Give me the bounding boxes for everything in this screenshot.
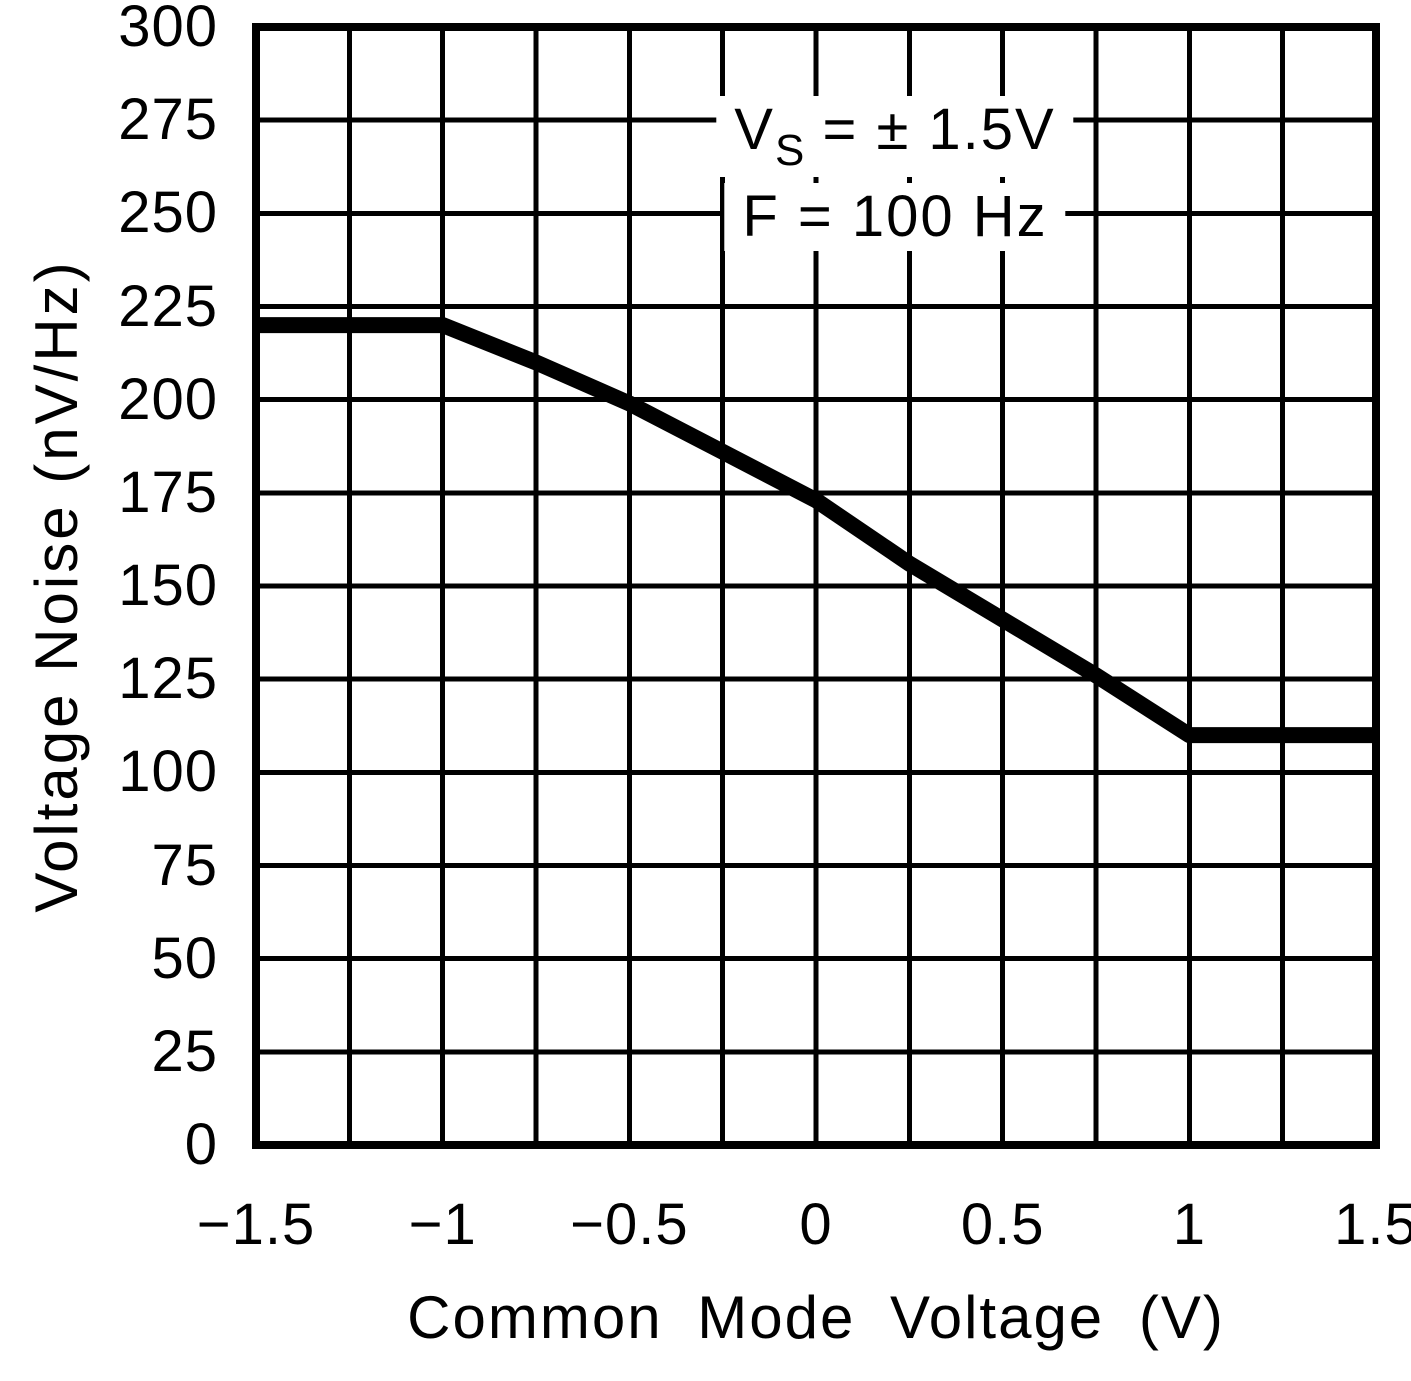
x-tick-label: 0 xyxy=(799,1192,833,1257)
x-tick-label: −1 xyxy=(408,1192,477,1257)
y-tick-label: 75 xyxy=(151,832,218,898)
y-tick-label: 125 xyxy=(118,646,218,712)
y-tick-label: 100 xyxy=(118,739,218,805)
y-tick-label: 275 xyxy=(118,87,218,153)
y-tick-label: 225 xyxy=(118,273,218,339)
y-tick-label: 175 xyxy=(118,459,218,525)
plot-border xyxy=(252,23,1380,1149)
y-tick-label: 25 xyxy=(151,1018,218,1084)
x-tick-label: 1.5 xyxy=(1334,1192,1411,1257)
y-tick-label: 200 xyxy=(118,366,218,432)
x-tick-label: −0.5 xyxy=(570,1192,689,1257)
y-tick-label: 50 xyxy=(151,925,218,991)
annotation-vs-subscript: S xyxy=(774,126,805,175)
x-tick-label: −1.5 xyxy=(196,1192,316,1257)
x-tick-label: 0.5 xyxy=(960,1192,1045,1257)
x-tick-label: 1 xyxy=(1172,1192,1206,1257)
y-tick-label: 0 xyxy=(184,1112,218,1177)
y-tick-label: 300 xyxy=(118,0,218,59)
x-axis-title: Common Mode Voltage (V) xyxy=(407,1284,1225,1351)
annotation-frequency: F = 100 Hz xyxy=(724,183,1066,252)
y-axis-title: Voltage Noise (nV/Hz) xyxy=(23,259,90,913)
annotation-vs-value: = ± 1.5V xyxy=(804,97,1056,162)
data-line xyxy=(256,317,1376,744)
y-tick-label: 150 xyxy=(118,553,218,618)
conditions-annotation: VS = ± 1.5V F = 100 Hz xyxy=(716,96,1074,252)
annotation-supply-voltage: VS = ± 1.5V xyxy=(716,96,1074,178)
annotation-vs-symbol: V xyxy=(734,97,775,162)
y-tick-label: 250 xyxy=(118,180,218,246)
